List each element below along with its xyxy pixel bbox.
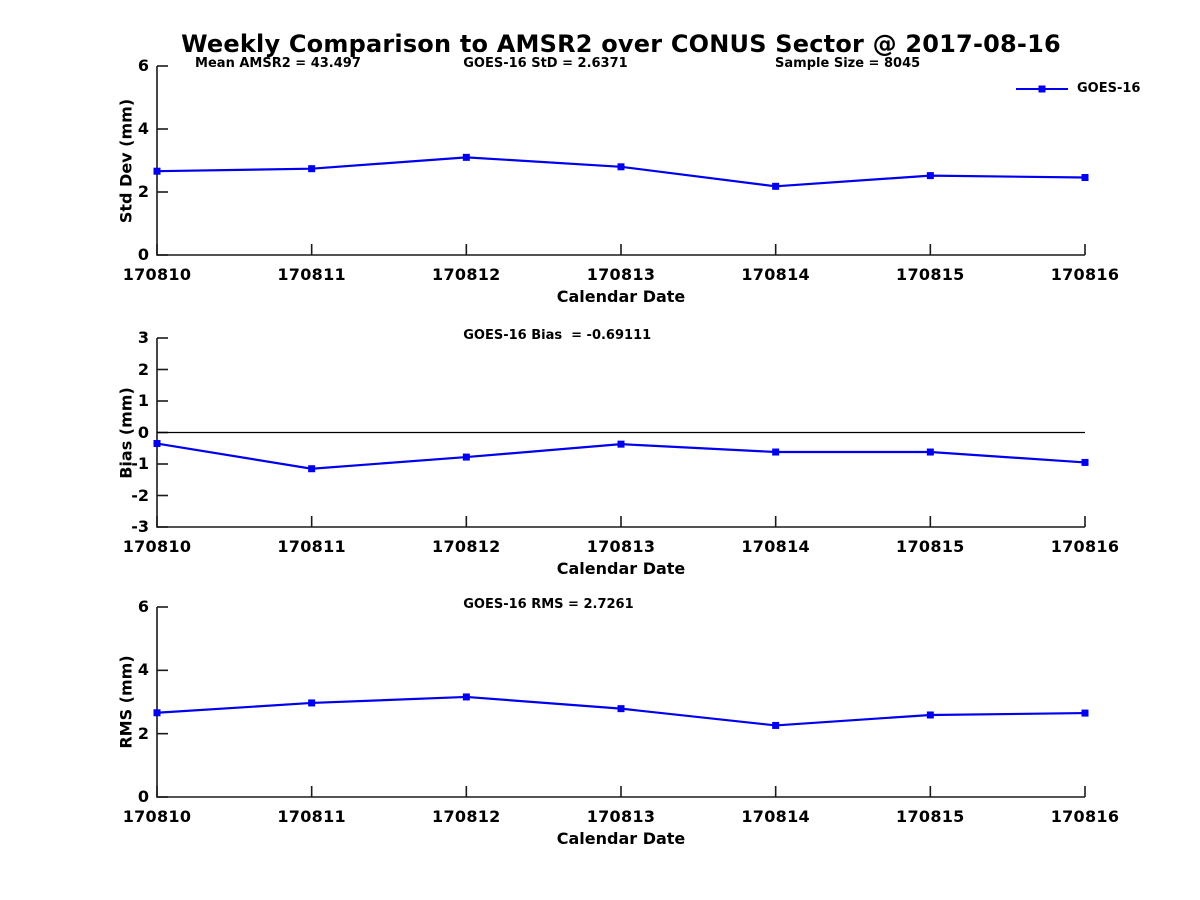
bias-annotation: GOES-16 Bias = -0.69111 [463, 328, 652, 343]
legend-square-marker-icon [1038, 85, 1046, 92]
rms-data-marker [462, 693, 470, 701]
std-dev-y-tick-label: 4 [137, 119, 149, 138]
std-dev-y-axis-label: Std Dev (mm) [116, 98, 136, 223]
rms-data-marker [772, 721, 780, 729]
std-dev-data-marker [153, 167, 161, 175]
std-dev-y-tick-label: 2 [137, 182, 149, 201]
rms-annotation: GOES-16 RMS = 2.7261 [463, 597, 634, 612]
std-dev-x-tick-label: 170814 [741, 265, 810, 284]
rms-data-marker [153, 709, 161, 717]
chart-title: Weekly Comparison to AMSR2 over CONUS Se… [181, 30, 1061, 58]
std-dev-annotation: Mean AMSR2 = 43.497 [195, 56, 361, 71]
std-dev-data-marker [1081, 174, 1089, 182]
bias-x-tick-label: 170813 [586, 537, 656, 556]
std-dev-x-axis-label: Calendar Date [556, 287, 686, 306]
rms-data-marker [308, 699, 316, 707]
legend-label: GOES-16 [1077, 81, 1141, 96]
bias-x-tick-label: 170815 [896, 537, 965, 556]
bias-x-tick-label: 170812 [432, 537, 501, 556]
bias-data-marker [926, 448, 934, 456]
bias-y-tick-label: 1 [137, 391, 149, 410]
std-dev-x-tick-label: 170815 [896, 265, 965, 284]
bias-y-tick-label: 3 [137, 328, 149, 347]
bias-data-marker [772, 448, 780, 456]
rms-y-tick-label: 2 [137, 723, 149, 743]
bias-data-marker [1081, 458, 1089, 466]
std-dev-x-tick-label: 170811 [277, 265, 346, 284]
rms-data-marker [926, 711, 934, 719]
bias-data-marker [153, 440, 161, 448]
rms-y-tick-label: 4 [137, 660, 149, 680]
std-dev-x-tick-label: 170813 [586, 265, 656, 284]
rms-data-marker [617, 705, 625, 713]
std-dev-data-line [156, 156, 1086, 188]
rms-x-axis-label: Calendar Date [556, 829, 686, 848]
std-dev-y-tick-label: 6 [137, 56, 149, 75]
std-dev-x-tick-label: 170810 [122, 265, 192, 284]
bias-x-tick-label: 170810 [122, 537, 192, 556]
std-dev-annotation: GOES-16 StD = 2.6371 [463, 56, 628, 71]
bias-data-marker [617, 440, 625, 448]
bias-y-tick-label: 0 [137, 422, 149, 442]
std-dev-annotation: Sample Size = 8045 [775, 56, 921, 71]
bias-y-axis-label: Bias (mm) [116, 386, 136, 479]
rms-x-tick-label: 170812 [432, 807, 501, 826]
std-dev-data-marker [926, 172, 934, 180]
rms-x-tick-label: 170810 [122, 807, 192, 826]
std-dev-data-marker [617, 163, 625, 171]
rms-x-tick-label: 170813 [586, 807, 656, 826]
std-dev-data-marker [308, 165, 316, 173]
rms-x-tick-label: 170816 [1050, 807, 1120, 826]
rms-x-tick-label: 170814 [741, 807, 810, 826]
std-dev-data-marker [462, 153, 470, 161]
rms-y-tick-label: 0 [137, 787, 149, 806]
rms-y-tick-label: 6 [137, 597, 149, 616]
bias-x-tick-label: 170811 [277, 537, 346, 556]
bias-y-tick-label: -3 [131, 517, 149, 536]
rms-x-tick-label: 170811 [277, 807, 346, 826]
bias-y-tick-label: 2 [137, 359, 149, 379]
rms-y-axis-label: RMS (mm) [116, 655, 136, 749]
bias-x-tick-label: 170814 [741, 537, 810, 556]
legend: GOES-16 [1016, 81, 1140, 96]
bias-x-tick-label: 170816 [1050, 537, 1120, 556]
bias-data-marker [462, 453, 470, 461]
std-dev-x-tick-label: 170812 [432, 265, 501, 284]
std-dev-axes [156, 66, 1085, 256]
rms-x-tick-label: 170815 [896, 807, 965, 826]
rms-axes [156, 607, 1085, 798]
bias-y-tick-label: -2 [131, 485, 149, 505]
bias-x-axis-label: Calendar Date [556, 559, 686, 578]
bias-data-marker [308, 465, 316, 473]
std-dev-y-tick-label: 0 [137, 245, 149, 264]
legend-line-sample-icon [1016, 85, 1068, 92]
std-dev-data-marker [772, 182, 780, 190]
rms-data-marker [1081, 709, 1089, 717]
std-dev-x-tick-label: 170816 [1050, 265, 1120, 284]
bias-y-tick-label: -1 [131, 454, 149, 473]
